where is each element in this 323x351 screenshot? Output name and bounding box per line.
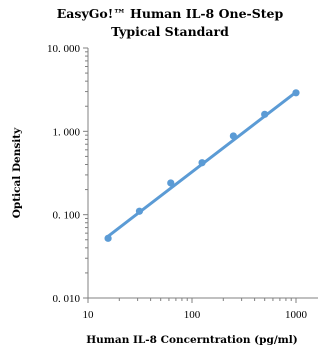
- x-tick-label: 1000: [285, 309, 308, 321]
- x-tick-label: 100: [184, 309, 201, 321]
- axes: 0. 010 0. 100 1. 000 10. 000 10 100 1000: [47, 43, 318, 321]
- y-tick-label: 10. 000: [47, 43, 81, 55]
- chart-title-line-2: Typical Standard: [111, 24, 229, 39]
- data-point: [229, 132, 237, 140]
- data-point: [198, 159, 206, 167]
- data-point: [167, 179, 175, 187]
- data-point: [292, 89, 300, 97]
- data-marks: [104, 89, 300, 242]
- y-axis-title: Optical Density: [11, 127, 23, 218]
- x-axis-title: Human IL-8 Concerntration (pg/ml): [86, 334, 297, 346]
- data-point: [261, 110, 269, 118]
- x-tick-label: 10: [83, 309, 95, 321]
- y-tick-label: 0. 100: [53, 210, 81, 222]
- y-tick-label: 1. 000: [53, 126, 81, 138]
- data-point: [104, 234, 112, 242]
- y-tick-label: 0. 010: [53, 293, 81, 305]
- data-point: [135, 207, 144, 215]
- chart-title-line-1: EasyGo!™ Human IL-8 One-Step: [57, 6, 284, 21]
